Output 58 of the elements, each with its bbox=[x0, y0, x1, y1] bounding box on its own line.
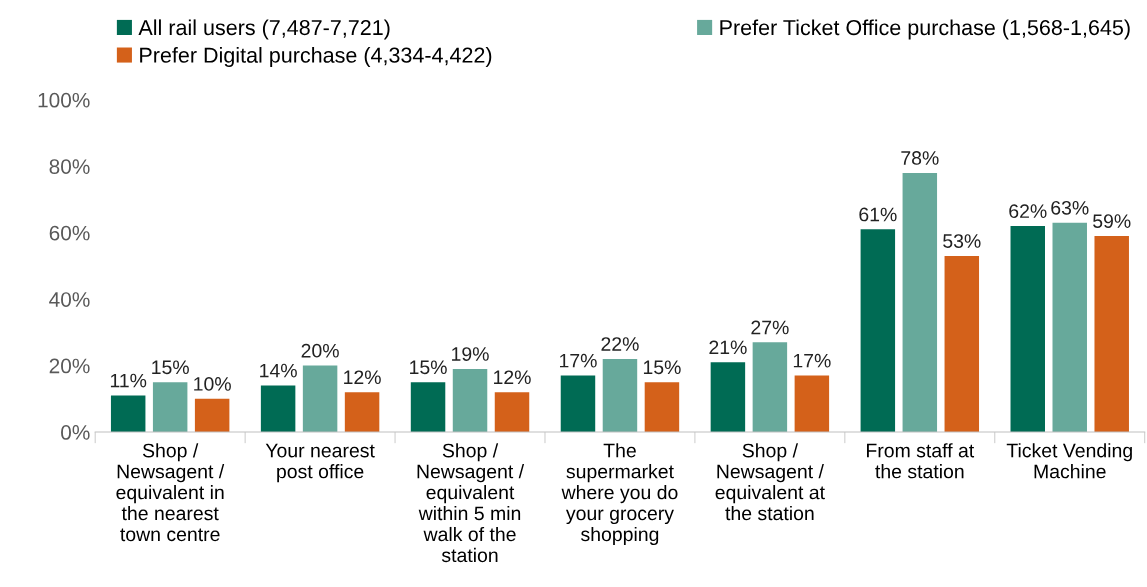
text: 19% bbox=[452, 347, 489, 361]
text: 17% bbox=[793, 353, 831, 368]
bar bbox=[494, 392, 530, 433]
text: 61% bbox=[859, 207, 897, 222]
text: 27% bbox=[751, 320, 789, 335]
text: 17% bbox=[560, 353, 597, 368]
bar bbox=[302, 365, 338, 433]
bar bbox=[110, 395, 146, 433]
legend-label: Prefer Ticket Office purchase (1,568-1,645) bbox=[720, 19, 1130, 40]
text: 11% bbox=[110, 373, 147, 388]
bar bbox=[902, 172, 938, 433]
bar bbox=[344, 392, 380, 433]
text: 21% bbox=[709, 340, 747, 355]
y-tick-label: 0% bbox=[61, 425, 90, 440]
x-tick-label: Ticket Vending Machine bbox=[1006, 443, 1132, 479]
text: 12% bbox=[494, 370, 531, 385]
text: 14% bbox=[260, 363, 297, 378]
text: 15% bbox=[152, 360, 189, 375]
y-tick-label: 60% bbox=[49, 225, 90, 241]
bar bbox=[944, 255, 980, 433]
y-tick-label: 20% bbox=[49, 358, 90, 374]
text: 15% bbox=[643, 360, 681, 375]
x-tick-label: Shop / Newsagent / equivalent in the nearest town centre bbox=[116, 443, 225, 542]
x-tick-label: From staff at the station bbox=[867, 443, 975, 479]
legend-label: Prefer Digital purchase (4,334-4,422) bbox=[140, 46, 492, 68]
bar bbox=[152, 382, 188, 433]
bar bbox=[1010, 226, 1045, 433]
x-tick-label: The supermarket where you do your grocery shopping bbox=[561, 443, 678, 546]
bar bbox=[194, 398, 230, 433]
bar bbox=[752, 342, 788, 433]
bar bbox=[794, 375, 830, 433]
text: 59% bbox=[1093, 214, 1131, 228]
legend-label: All rail users (7,487-7,721) bbox=[138, 19, 390, 40]
y-tick-label: 40% bbox=[49, 292, 90, 307]
x-tick-label: Your nearest post office bbox=[265, 443, 375, 483]
bar bbox=[602, 358, 638, 433]
text: 53% bbox=[943, 234, 981, 248]
x-tick-label: Shop / Newsagent / equivalent at the station bbox=[715, 443, 825, 521]
text: 10% bbox=[194, 377, 231, 391]
bar bbox=[410, 382, 446, 433]
bar bbox=[1052, 222, 1087, 433]
bar bbox=[260, 385, 296, 433]
text: 63% bbox=[1051, 200, 1089, 215]
bar bbox=[710, 362, 746, 433]
y-tick-label: 100% bbox=[38, 92, 90, 108]
text: 15% bbox=[410, 360, 447, 375]
y-tick-label: 80% bbox=[49, 159, 90, 174]
x-tick-label: Shop / Newsagent / equivalent within 5 min walk of the station bbox=[417, 443, 525, 563]
text: 20% bbox=[301, 343, 339, 358]
bar bbox=[452, 368, 488, 433]
text: 78% bbox=[901, 151, 939, 165]
bar bbox=[560, 375, 596, 433]
bar bbox=[860, 229, 896, 433]
bar bbox=[1094, 236, 1129, 433]
text: 22% bbox=[601, 337, 639, 351]
text: 62% bbox=[1009, 204, 1047, 219]
bar bbox=[644, 382, 680, 433]
text: 12% bbox=[344, 370, 381, 385]
